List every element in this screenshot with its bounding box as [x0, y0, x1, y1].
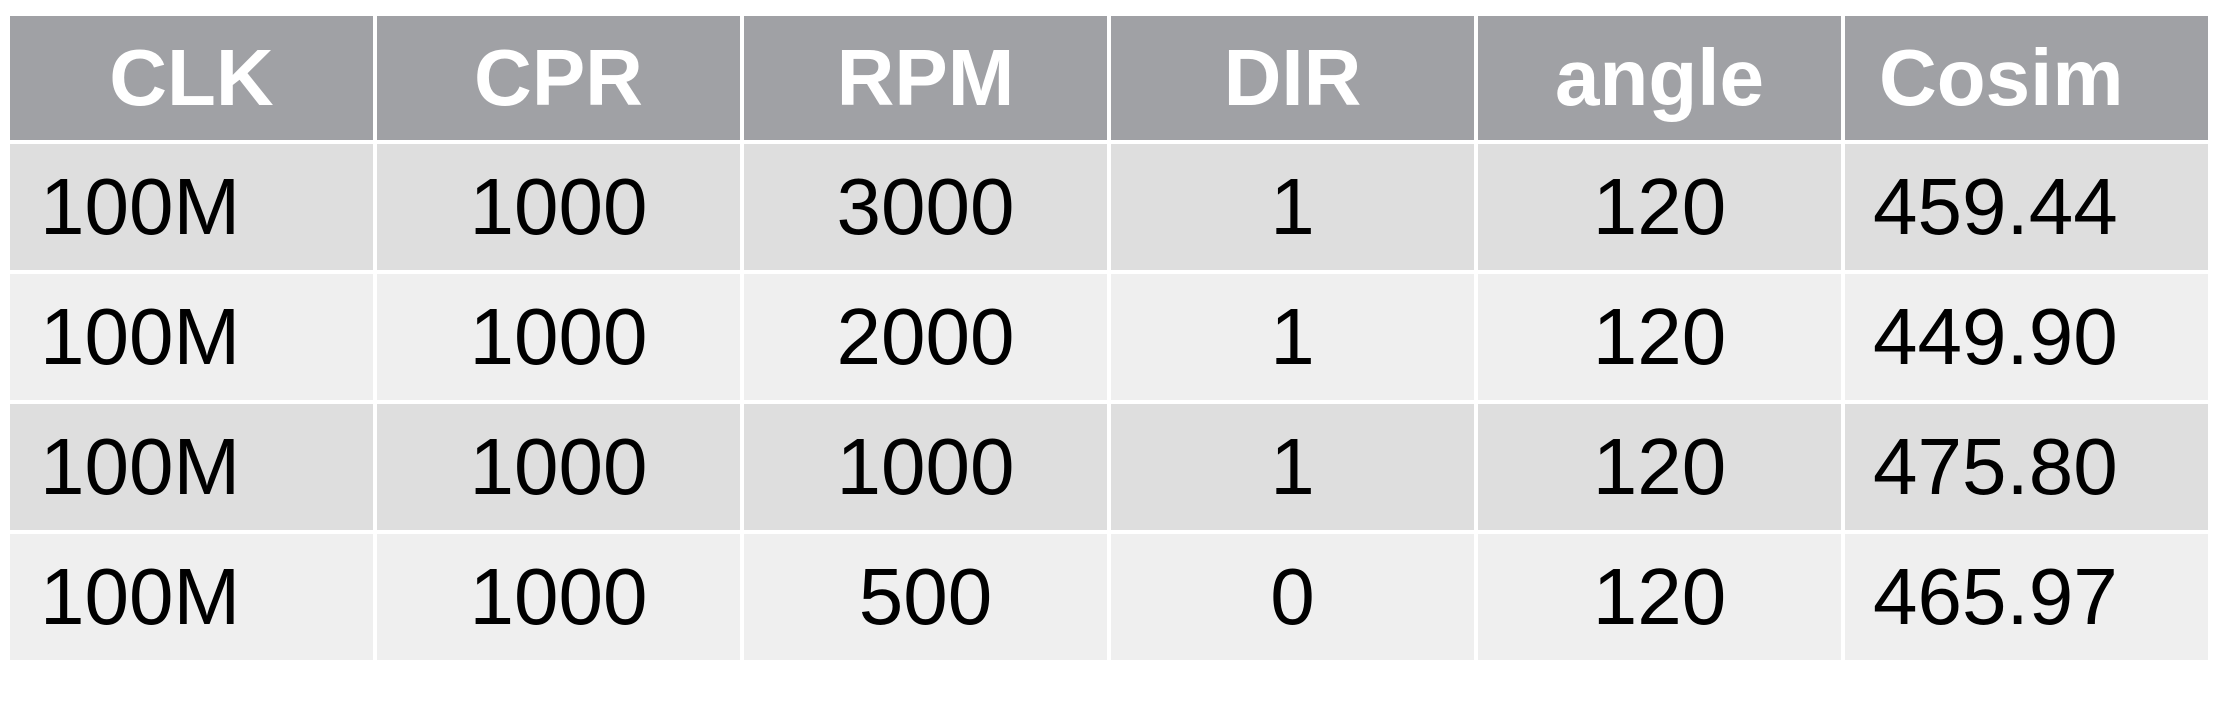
header-cell-cpr: CPR — [373, 12, 744, 144]
cell-clk: 100M — [6, 140, 377, 274]
header-row: CLK CPR RPM DIR angle Cosim — [6, 12, 2212, 144]
cell-cosim: 459.44 — [1841, 140, 2212, 274]
cell-cosim: 449.90 — [1841, 270, 2212, 404]
table-row: 100M 1000 3000 1 120 459.44 — [6, 140, 2212, 274]
header-cell-angle: angle — [1474, 12, 1845, 144]
cell-dir: 1 — [1107, 270, 1478, 404]
cell-rpm: 2000 — [740, 270, 1111, 404]
table-row: 100M 1000 1000 1 120 475.80 — [6, 400, 2212, 534]
cell-rpm: 3000 — [740, 140, 1111, 274]
cell-dir: 1 — [1107, 140, 1478, 274]
cell-cpr: 1000 — [373, 400, 744, 534]
header-cell-cosim: Cosim — [1841, 12, 2212, 144]
cell-cosim: 465.97 — [1841, 530, 2212, 664]
cell-cpr: 1000 — [373, 270, 744, 404]
cell-clk: 100M — [6, 400, 377, 534]
cell-dir: 0 — [1107, 530, 1478, 664]
header-cell-clk: CLK — [6, 12, 377, 144]
cell-dir: 1 — [1107, 400, 1478, 534]
table-row: 100M 1000 2000 1 120 449.90 — [6, 270, 2212, 404]
cell-rpm: 500 — [740, 530, 1111, 664]
cell-cosim: 475.80 — [1841, 400, 2212, 534]
table-header: CLK CPR RPM DIR angle Cosim — [6, 12, 2212, 144]
data-table: CLK CPR RPM DIR angle Cosim 100M 1000 30… — [6, 12, 2212, 664]
cell-angle: 120 — [1474, 400, 1845, 534]
cell-angle: 120 — [1474, 530, 1845, 664]
header-cell-rpm: RPM — [740, 12, 1111, 144]
table-body: 100M 1000 3000 1 120 459.44 100M 1000 20… — [6, 140, 2212, 664]
cell-clk: 100M — [6, 530, 377, 664]
cell-cpr: 1000 — [373, 530, 744, 664]
cell-rpm: 1000 — [740, 400, 1111, 534]
cell-cpr: 1000 — [373, 140, 744, 274]
cell-clk: 100M — [6, 270, 377, 404]
cell-angle: 120 — [1474, 140, 1845, 274]
cell-angle: 120 — [1474, 270, 1845, 404]
header-cell-dir: DIR — [1107, 12, 1478, 144]
table-row: 100M 1000 500 0 120 465.97 — [6, 530, 2212, 664]
